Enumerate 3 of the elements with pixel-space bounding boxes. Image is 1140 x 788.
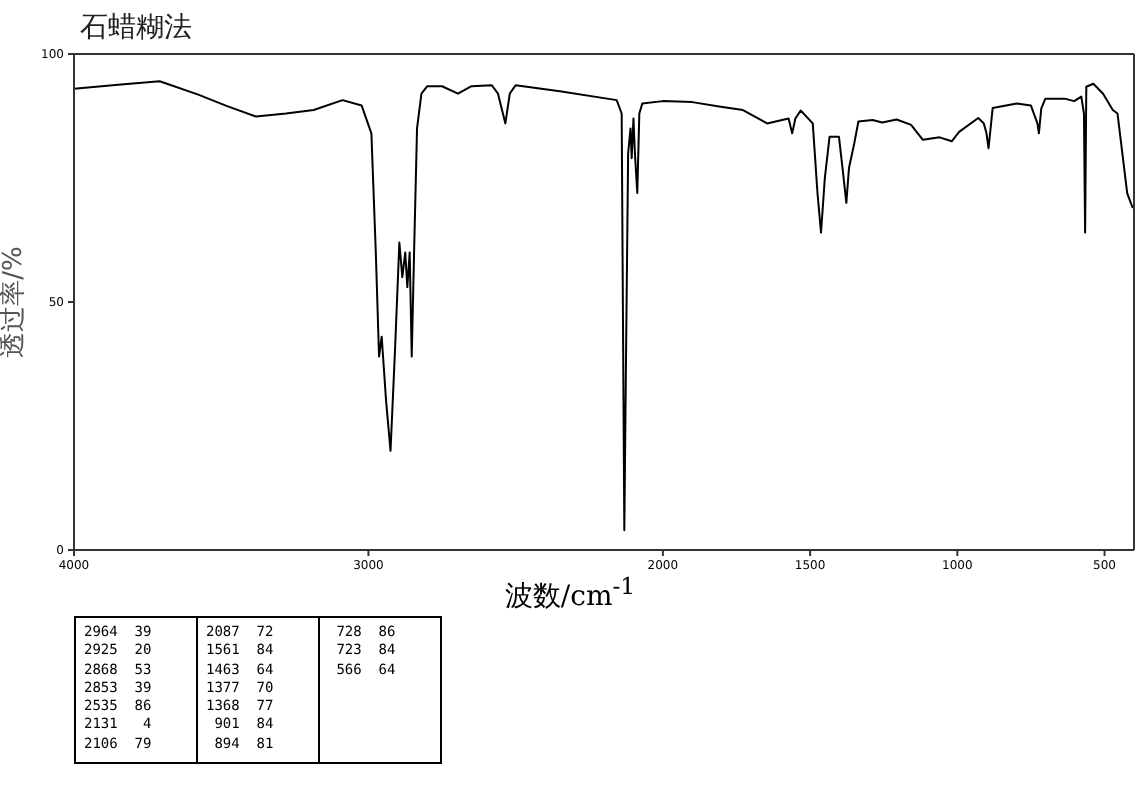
x-axis-title: 波数/cm$^{-1}$ [502,572,638,616]
line-series [74,80,1134,532]
chart-title: 石蜡糊法 [80,10,192,46]
